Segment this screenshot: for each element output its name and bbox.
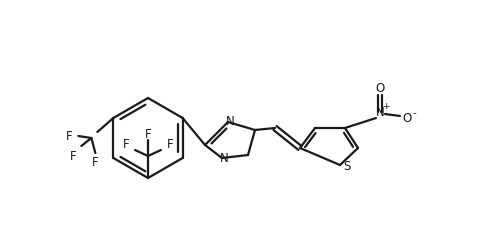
Text: F: F [66, 130, 73, 142]
Text: N: N [220, 152, 228, 165]
Text: N: N [376, 105, 384, 119]
Text: S: S [343, 159, 351, 173]
Text: N: N [226, 114, 234, 127]
Text: O: O [376, 81, 385, 94]
Text: F: F [122, 138, 129, 152]
Text: O: O [402, 112, 411, 125]
Text: -: - [412, 108, 416, 118]
Text: F: F [145, 129, 151, 141]
Text: +: + [382, 102, 390, 110]
Text: F: F [92, 157, 99, 169]
Text: F: F [166, 138, 173, 152]
Text: F: F [70, 150, 76, 163]
